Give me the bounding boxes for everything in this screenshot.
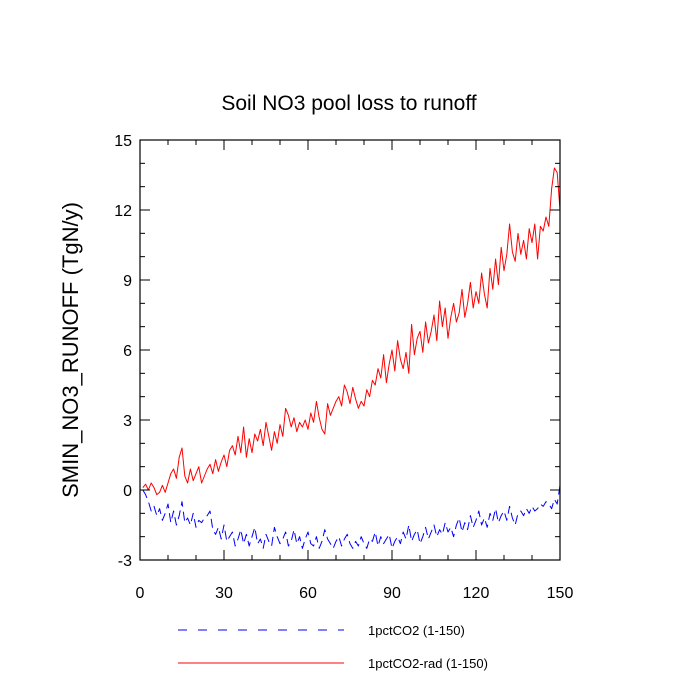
series-line-1 bbox=[142, 485, 561, 549]
y-tick-label: 0 bbox=[123, 483, 132, 500]
plot-frame bbox=[139, 139, 561, 561]
legend: 1pctCO2 (1-150) 1pctCO2-rad (1-150) bbox=[178, 623, 488, 671]
y-tick-label: 6 bbox=[123, 343, 132, 360]
chart-title: Soil NO3 pool loss to runoff bbox=[221, 92, 476, 115]
x-tick-label: 90 bbox=[383, 585, 401, 602]
y-tick-label: 9 bbox=[123, 273, 132, 290]
legend-label-2: 1pctCO2-rad (1-150) bbox=[368, 656, 488, 671]
y-tick-label: 15 bbox=[114, 133, 132, 150]
y-tick-label: 3 bbox=[123, 413, 132, 430]
legend-label-1: 1pctCO2 (1-150) bbox=[368, 623, 465, 638]
x-tick-label: 0 bbox=[136, 585, 145, 602]
x-tick-label: 60 bbox=[299, 585, 317, 602]
y-tick-label: -3 bbox=[118, 553, 132, 570]
x-tick-label: 150 bbox=[547, 585, 574, 602]
series-layer bbox=[142, 167, 561, 549]
series-line-2 bbox=[142, 167, 561, 496]
x-tick-label: 30 bbox=[215, 585, 233, 602]
y-tick-label: 12 bbox=[114, 203, 132, 220]
x-tick-label: 120 bbox=[463, 585, 490, 602]
y-axis-label: SMIN_NO3_RUNOFF (TgN/y) bbox=[58, 202, 83, 498]
